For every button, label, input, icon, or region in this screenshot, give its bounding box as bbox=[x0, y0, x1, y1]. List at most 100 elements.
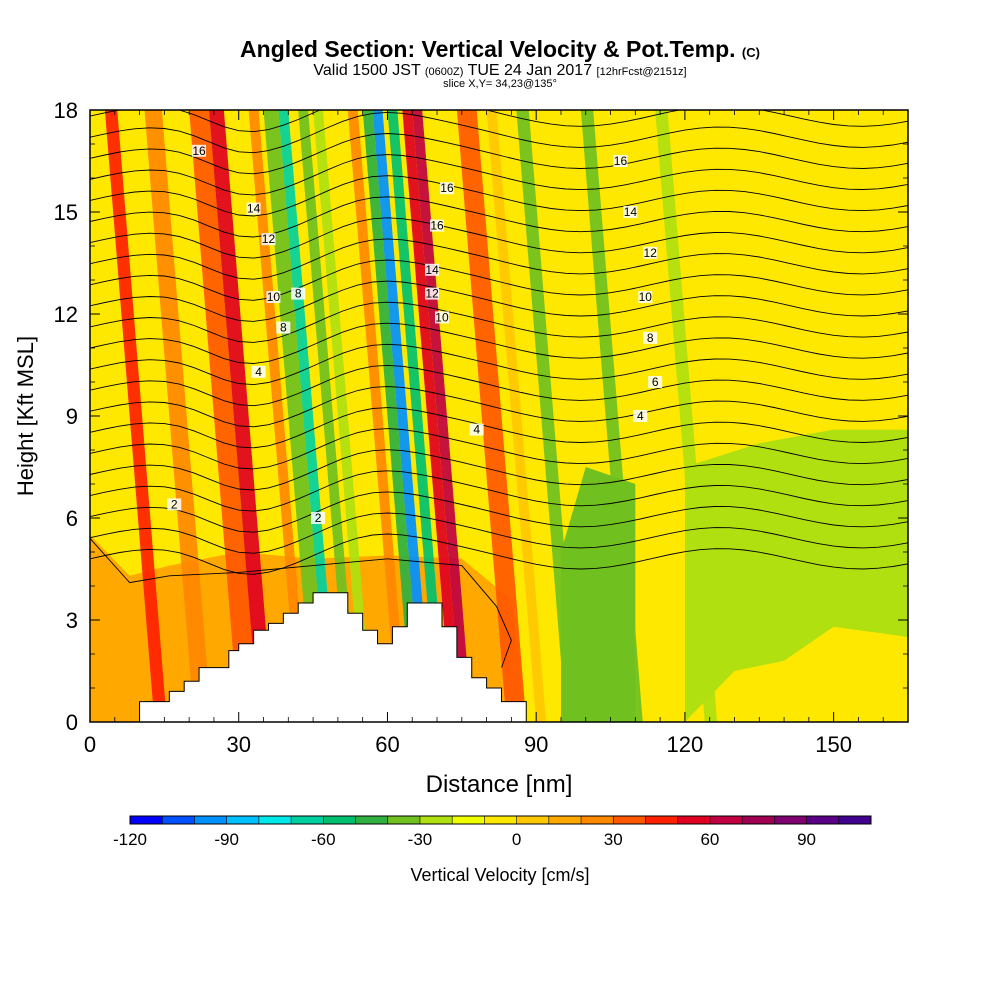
y-axis-label: Height [Kft MSL] bbox=[13, 336, 38, 496]
y-tick-label-18: 18 bbox=[54, 98, 78, 123]
colorbar-swatch-4 bbox=[258, 816, 292, 824]
theta-contour-0 bbox=[90, 533, 908, 575]
theta-contour-16 bbox=[90, 196, 908, 238]
velocity-band-4 bbox=[248, 110, 309, 722]
theta-contour-21 bbox=[90, 110, 908, 133]
velocity-band-0 bbox=[104, 110, 167, 722]
theta-contour-19 bbox=[90, 133, 908, 175]
colorbar-swatch-5 bbox=[291, 816, 324, 824]
contour-label-14: 14 bbox=[623, 205, 638, 219]
colorbar-swatch-21 bbox=[806, 816, 840, 824]
colorbar-swatch-3 bbox=[226, 816, 260, 824]
contour-label-21: 2 bbox=[167, 497, 182, 511]
colorbar-swatch-1 bbox=[162, 816, 195, 824]
svg-text:14: 14 bbox=[425, 263, 439, 277]
colorbar-swatch-2 bbox=[194, 816, 228, 824]
contour-label-19: 4 bbox=[633, 409, 648, 423]
colorbar-label: Vertical Velocity [cm/s] bbox=[410, 865, 589, 885]
colorbar-swatch-9 bbox=[419, 816, 453, 824]
svg-text:8: 8 bbox=[295, 287, 302, 301]
theta-contour-5 bbox=[90, 428, 908, 470]
svg-text:4: 4 bbox=[473, 423, 480, 437]
colorbar-tick-label-3: -30 bbox=[408, 830, 433, 849]
y-tick-label-0: 0 bbox=[66, 710, 78, 735]
velocity-band-1 bbox=[144, 110, 212, 722]
theta-contour-3 bbox=[90, 470, 908, 512]
colorbar-tick-label-6: 60 bbox=[700, 830, 719, 849]
svg-text:10: 10 bbox=[267, 290, 281, 304]
svg-text:12: 12 bbox=[262, 232, 276, 246]
colorbar-swatch-19 bbox=[742, 816, 775, 824]
theta-contour-20 bbox=[90, 111, 908, 154]
svg-text:16: 16 bbox=[614, 154, 628, 168]
x-tick-label-30: 30 bbox=[226, 732, 250, 757]
velocity-band-10 bbox=[362, 110, 423, 722]
theta-contour-18 bbox=[90, 154, 908, 196]
theta-contour-13 bbox=[90, 259, 908, 301]
svg-text:12: 12 bbox=[644, 246, 658, 260]
svg-text:16: 16 bbox=[192, 144, 206, 158]
velocity-band-17 bbox=[516, 110, 579, 722]
svg-text:10: 10 bbox=[435, 310, 449, 324]
contour-label-5: 4 bbox=[251, 365, 266, 379]
velocity-band-12 bbox=[387, 110, 447, 722]
contour-label-8: 10 bbox=[434, 310, 449, 324]
y-tick-label-9: 9 bbox=[66, 404, 78, 429]
colorbar-tick-label-0: -120 bbox=[113, 830, 147, 849]
x-tick-label-150: 150 bbox=[815, 732, 852, 757]
colorbar-swatch-7 bbox=[355, 816, 389, 824]
velocity-band-6 bbox=[278, 110, 338, 722]
colorbar-tick-label-1: -90 bbox=[214, 830, 239, 849]
svg-text:6: 6 bbox=[652, 375, 659, 389]
contour-label-6: 2 bbox=[311, 511, 326, 525]
svg-text:10: 10 bbox=[639, 290, 653, 304]
velocity-band-2 bbox=[189, 110, 259, 722]
svg-text:8: 8 bbox=[647, 331, 654, 345]
theta-contour-7 bbox=[90, 386, 908, 428]
y-tick-label-12: 12 bbox=[54, 302, 78, 327]
y-tick-label-6: 6 bbox=[66, 506, 78, 531]
contour-label-7: 8 bbox=[291, 287, 306, 301]
theta-contour-12 bbox=[90, 280, 908, 322]
theta-contour-10 bbox=[90, 322, 908, 364]
theta-contour-11 bbox=[90, 301, 908, 343]
svg-text:14: 14 bbox=[247, 202, 261, 216]
colorbar-tick-label-4: 0 bbox=[512, 830, 521, 849]
theta-contour-9 bbox=[90, 343, 908, 386]
colorbar-swatch-12 bbox=[516, 816, 550, 824]
theta-contour-15 bbox=[90, 217, 908, 259]
colorbar-swatch-16 bbox=[645, 816, 679, 824]
contour-label-18: 6 bbox=[648, 375, 663, 389]
contour-label-12: 16 bbox=[439, 181, 454, 195]
colorbar-swatch-22 bbox=[838, 816, 872, 824]
x-tick-label-0: 0 bbox=[84, 732, 96, 757]
colorbar-swatch-11 bbox=[484, 816, 518, 824]
theta-contour-2 bbox=[90, 491, 908, 533]
velocity-band-16 bbox=[486, 110, 547, 722]
colorbar-swatch-0 bbox=[130, 816, 163, 824]
colorbar-swatch-8 bbox=[387, 816, 421, 824]
contour-label-3: 10 bbox=[266, 290, 281, 304]
terrain-mask bbox=[90, 592, 527, 722]
x-tick-label-120: 120 bbox=[667, 732, 704, 757]
contour-label-16: 10 bbox=[638, 290, 653, 304]
contour-label-0: 16 bbox=[192, 144, 207, 158]
contour-label-9: 12 bbox=[425, 287, 440, 301]
colorbar-tick-label-7: 90 bbox=[797, 830, 816, 849]
contour-label-2: 12 bbox=[261, 232, 276, 246]
velocity-band-19 bbox=[655, 110, 718, 722]
colorbar-tick-label-2: -60 bbox=[311, 830, 336, 849]
contour-label-10: 14 bbox=[425, 263, 440, 277]
theta-contour-6 bbox=[90, 407, 908, 449]
velocity-band-11 bbox=[372, 110, 433, 722]
theta-contour-4 bbox=[90, 449, 908, 491]
chart-title: Angled Section: Vertical Velocity & Pot.… bbox=[240, 36, 760, 62]
colorbar-swatch-10 bbox=[452, 816, 485, 824]
svg-text:2: 2 bbox=[171, 497, 178, 511]
chart-slice-info: slice X,Y= 34,23@135° bbox=[443, 78, 557, 90]
colorbar-swatch-13 bbox=[548, 816, 582, 824]
svg-text:2: 2 bbox=[315, 511, 322, 525]
contour-label-20: 4 bbox=[469, 423, 484, 437]
contour-label-15: 12 bbox=[643, 246, 658, 260]
